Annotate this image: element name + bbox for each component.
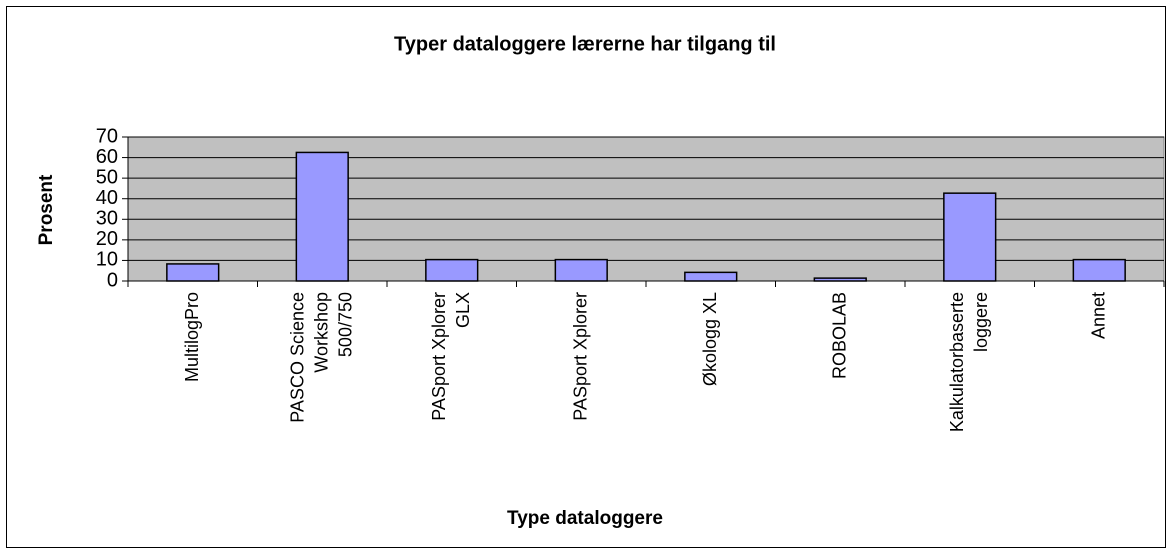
x-tick-label-line: Økologg XL [700,292,720,386]
bar [425,258,479,282]
y-tick-label: 50 [96,166,118,188]
y-tick-label: 10 [96,249,118,271]
y-axis-label: Prosent [36,174,57,245]
x-tick-label-line: loggere [971,292,991,352]
y-tick-label: 20 [96,228,118,250]
x-tick-label-line: ROBOLAB [829,292,849,379]
x-tick-label: Annet [1088,292,1108,339]
x-tick-label-line: PASport Xplorer [429,292,449,421]
x-tick-label: Kalkulatorbaserte loggere [947,292,991,432]
x-tick-label: PASport Xplorer GLX [429,292,473,421]
x-tick-label-line: Workshop [311,292,331,373]
y-tick-label: 70 [96,125,118,147]
bar [554,258,608,282]
x-tick-label: PASCO Science Workshop 500/750 [287,292,355,423]
x-tick-label: ROBOLAB [829,292,849,379]
y-tick-label: 30 [96,208,118,230]
bar [1072,258,1126,282]
y-tick-label: 40 [96,187,118,209]
x-tick-label: Økologg XL [700,292,720,386]
y-tick-label: 60 [96,146,118,168]
bar [943,192,997,282]
x-tick-label: PASport Xplorer [570,292,590,421]
x-tick-label-line: PASCO Science [287,292,307,423]
x-tick-label-line: GLX [453,292,473,328]
x-tick-label-line: PASport Xplorer [570,292,590,421]
x-tick-label-line: Annet [1088,292,1108,339]
x-axis-label: Type dataloggere [507,508,663,529]
chart-title: Typer dataloggere lærerne har tilgang ti… [394,33,776,55]
x-tick-label-line: MultilogPro [182,292,202,382]
y-tick-label: 0 [107,269,118,291]
x-tick-label-line: 500/750 [335,292,355,357]
bar [684,271,738,282]
plot-area [127,136,1165,282]
x-tick-label: MultilogPro [182,292,202,382]
bar [813,277,867,282]
bar [166,263,220,282]
x-tick-label-line: Kalkulatorbaserte [947,292,967,432]
bar [295,151,349,282]
